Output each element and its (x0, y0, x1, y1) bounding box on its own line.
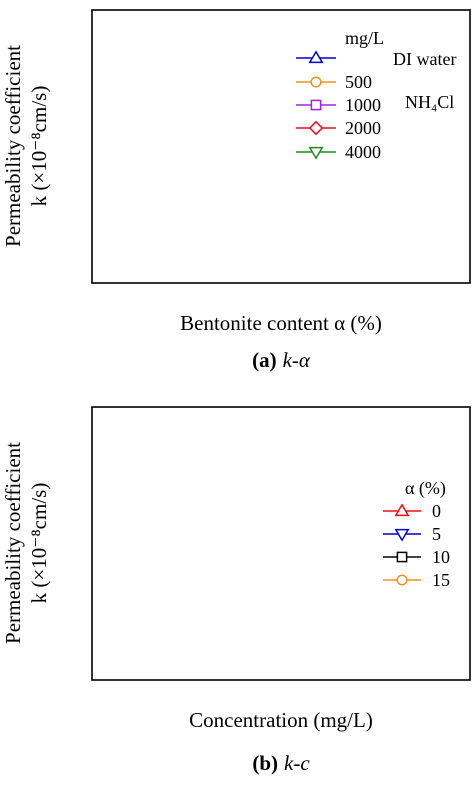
panel-b-caption-label: (b) (252, 751, 278, 775)
panel-a-y-axis-title-line2: k (×10⁻⁸cm/s) (27, 86, 51, 207)
panel-b-y-axis-title-line1: Permeability coefficient (1, 442, 25, 644)
panel-a-y-axis-title-line1: Permeability coefficient (1, 45, 25, 247)
panel-a-caption-title: k-α (283, 348, 311, 372)
panel-b-legend-entry: 5 (383, 524, 441, 544)
panel-b-legend-label: 15 (432, 570, 450, 590)
panel-a-legend-entry (296, 50, 336, 64)
panel-a-legend-group-di-water: DI water (393, 49, 456, 69)
panel-a-legend-label: 500 (345, 72, 372, 92)
panel-a-legend-marker (310, 99, 322, 111)
panel-b-y-axis-title-line2: k (×10⁻⁸cm/s) (27, 483, 51, 604)
panel-b-legend-entry: 0 (383, 501, 441, 521)
panel-a-caption-label: (a) (252, 348, 277, 372)
panel-a-legend: mg/L 500 1000 2000 4000 DI water NH₄Cl (296, 28, 456, 162)
panel-a-caption: (a) k-α (252, 348, 311, 372)
panel-a-x-axis-title: Bentonite content α (%) (180, 311, 382, 335)
panel-a-legend-label: 2000 (345, 118, 381, 138)
panel-b-legend-marker (396, 551, 408, 563)
panel-a-legend-title: mg/L (345, 28, 384, 48)
panel-b-legend-entry: 10 (383, 547, 450, 567)
panel-a-legend-marker (308, 120, 324, 136)
panel-a-legend-group-nh4cl: NH₄Cl (405, 92, 454, 112)
panel-b-legend: α (%)0 5 10 15 (383, 478, 450, 590)
panel-a-legend-entry: 4000 (296, 142, 381, 162)
panel-a-legend-marker (308, 146, 324, 160)
panel-a-chart: mg/L 500 1000 2000 4000 DI water NH₄Cl Bentoni… (1, 9, 471, 372)
panel-b-plot-frame (91, 406, 471, 681)
panel-a-legend-label: 4000 (345, 142, 381, 162)
panel-b-legend-marker (396, 574, 408, 586)
panel-b-legend-title: α (%) (405, 478, 446, 499)
panel-b-chart: α (%)0 5 10 15 Concentration (mg/L) Permeab… (1, 406, 471, 775)
panel-b-legend-label: 5 (432, 524, 441, 544)
panel-b-legend-label: 0 (432, 501, 441, 521)
panel-b-legend-marker (394, 528, 410, 542)
panel-a-plot-frame (91, 9, 471, 284)
panel-b-legend-label: 10 (432, 547, 450, 567)
panel-a-legend-marker (310, 76, 322, 88)
panel-b-caption: (b) k-c (252, 751, 310, 775)
panel-a-legend-marker (308, 50, 324, 64)
panel-b-legend-marker (394, 503, 410, 517)
panel-a-legend-label: 1000 (345, 95, 381, 115)
panel-a-legend-entry: 2000 (296, 118, 381, 138)
panel-a-legend-entry: 1000 (296, 95, 381, 115)
panel-b-legend-entry: 15 (383, 570, 450, 590)
panel-b-x-axis-title: Concentration (mg/L) (189, 708, 373, 732)
panel-a-legend-entry: 500 (296, 72, 372, 92)
panel-b-caption-title: k-c (284, 751, 310, 775)
